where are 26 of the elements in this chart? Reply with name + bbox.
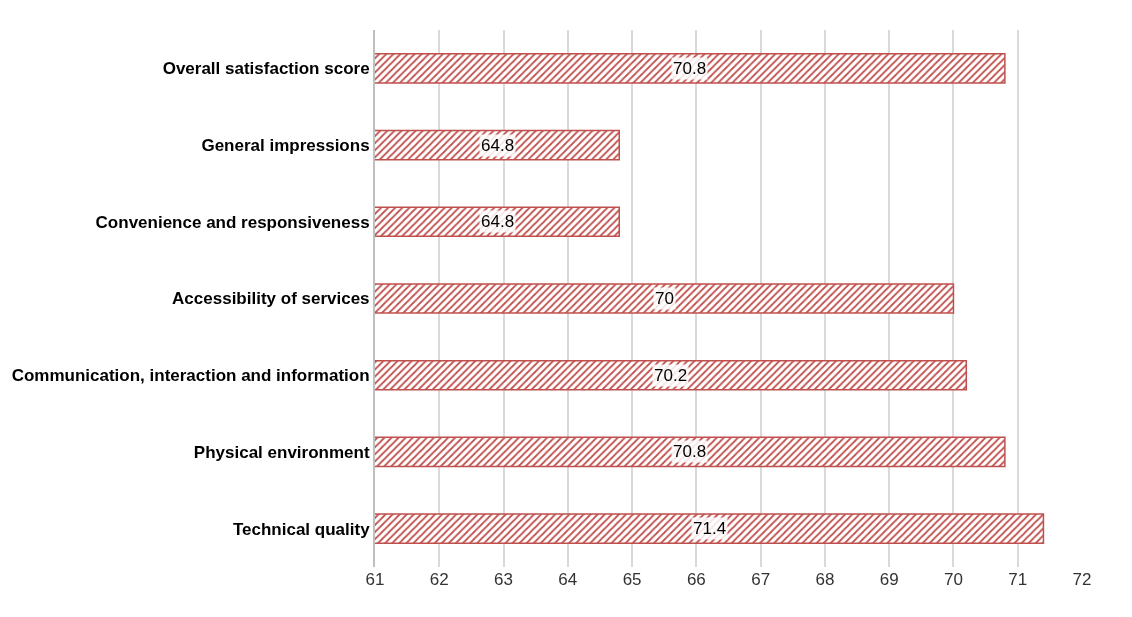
x-tick-label: 72 <box>1072 570 1092 589</box>
data-label: 64.8 <box>481 136 515 155</box>
y-tick-label: Accessibility of services <box>172 289 370 309</box>
x-tick-label: 64 <box>558 570 578 589</box>
data-label: 71.4 <box>693 519 727 538</box>
x-tick-label: 62 <box>429 570 449 589</box>
y-tick-label: General impressions <box>201 136 370 156</box>
y-tick-label: Communication, interaction and information <box>11 366 370 386</box>
data-label: 70.8 <box>673 442 707 461</box>
x-tick-label: 65 <box>622 570 642 589</box>
x-tick-label: 67 <box>751 570 771 589</box>
x-tick-label: 71 <box>1008 570 1028 589</box>
data-label: 70.2 <box>654 366 688 385</box>
x-tick-label: 69 <box>879 570 899 589</box>
y-tick-label: Convenience and responsiveness <box>95 212 370 232</box>
y-tick-label: Overall satisfaction score <box>162 59 370 79</box>
x-tick-label: 63 <box>494 570 514 589</box>
y-tick-label: Technical quality <box>232 519 371 539</box>
x-tick-label: 66 <box>686 570 706 589</box>
data-label: 70.8 <box>673 59 707 78</box>
x-tick-label: 70 <box>943 570 963 589</box>
y-tick-label: Physical environment <box>193 442 370 462</box>
data-label: 64.8 <box>481 212 515 231</box>
x-tick-label: 68 <box>815 570 835 589</box>
data-label: 70 <box>655 289 674 308</box>
x-tick-label: 61 <box>365 570 385 589</box>
